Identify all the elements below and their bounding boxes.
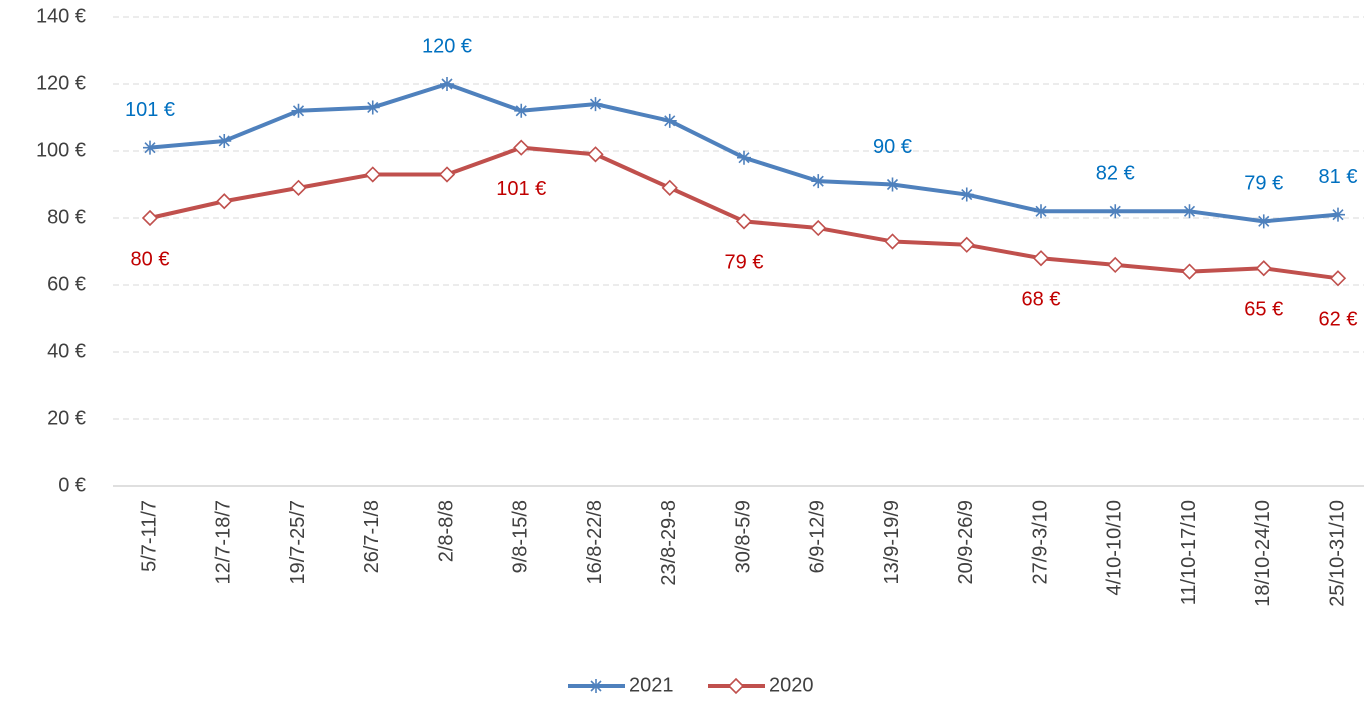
data-point [513,139,530,156]
data-point [662,113,677,128]
y-tick-label: 20 € [47,407,86,429]
x-tick-label: 23/8-29-8 [658,500,680,586]
y-tick-label: 0 € [58,474,86,496]
y-tick-label: 120 € [36,72,86,94]
data-point [958,236,975,253]
data-point [514,103,529,118]
data-point [1107,256,1124,274]
data-label: 79 € [1244,173,1283,195]
x-tick-label: 11/10-17/10 [1178,500,1200,605]
x-tick-label: 12/7-18/7 [213,500,235,585]
data-point [884,233,901,250]
x-tick-label: 6/9-12/9 [807,500,829,573]
data-label: 79 € [725,252,764,274]
x-tick-label: 19/7-25/7 [287,500,309,585]
data-label: 81 € [1319,166,1358,188]
data-point [1329,270,1347,287]
x-tick-label: 27/9-3/10 [1029,500,1051,585]
data-point [1032,250,1050,267]
data-point [811,174,826,189]
data-point [587,146,604,163]
data-point [217,133,232,148]
data-label: 80 € [131,248,170,270]
x-tick-label: 26/7-1/8 [361,500,383,573]
data-point [735,213,753,230]
y-tick-label: 60 € [47,273,86,295]
data-point [143,140,157,155]
data-point [1331,207,1345,222]
x-tick-label: 5/7-11/7 [138,500,160,572]
data-point [291,103,306,118]
y-tick-label: 140 € [36,5,86,27]
x-tick-label: 18/10-24/10 [1252,500,1274,607]
data-point [588,97,603,112]
data-label: 90 € [873,136,912,158]
legend-label: 2020 [769,674,814,696]
data-point [216,193,233,210]
x-tick-label: 25/10-31/10 [1326,500,1348,607]
data-point [364,166,381,183]
data-point [1108,204,1123,219]
data-label: 101 € [125,99,175,121]
data-point [810,219,827,237]
legend-marker [727,677,745,695]
x-tick-label: 4/10-10/10 [1104,500,1126,596]
data-point [1256,214,1271,229]
data-point [1182,204,1197,219]
x-tick-label: 30/8-5/9 [732,500,754,573]
x-tick-label: 9/8-15/8 [510,500,532,573]
data-point [365,100,380,115]
data-label: 82 € [1096,163,1135,185]
legend-marker [589,679,603,693]
x-tick-label: 2/8-8/8 [435,500,457,562]
data-point [141,209,159,227]
legend-label: 2021 [629,674,674,696]
data-point [885,177,900,192]
data-point [1034,204,1048,219]
data-label: 68 € [1022,288,1061,310]
y-tick-label: 40 € [47,340,86,362]
data-point [438,166,456,183]
data-point [290,179,307,196]
x-tick-label: 20/9-26/9 [955,500,977,585]
data-label: 62 € [1319,309,1358,331]
y-tick-label: 80 € [47,206,86,228]
data-label: 120 € [422,35,472,57]
data-point [661,179,678,196]
y-tick-label: 100 € [36,139,86,161]
x-tick-label: 13/9-19/9 [881,500,903,585]
data-point [737,150,751,165]
data-point [1255,260,1272,277]
data-point [959,187,974,202]
data-point [1181,263,1198,280]
data-label: 101 € [496,178,546,200]
data-point [440,77,454,91]
data-label: 65 € [1244,299,1283,321]
x-tick-label: 16/8-22/8 [584,500,606,585]
